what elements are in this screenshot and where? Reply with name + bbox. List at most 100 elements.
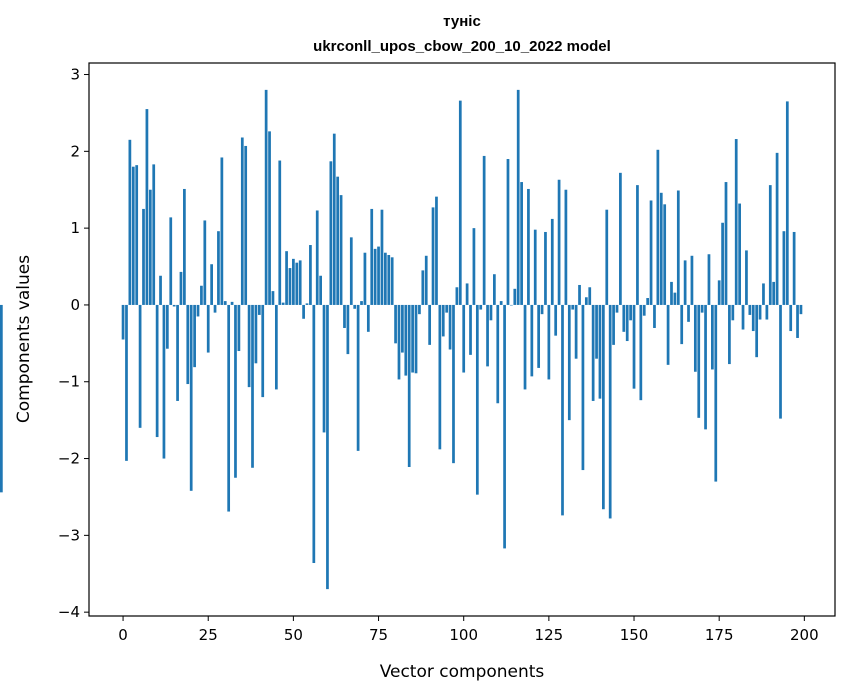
bar-197 xyxy=(792,231,796,305)
bar-103 xyxy=(472,228,476,305)
bar-143 xyxy=(608,304,612,519)
bar-127 xyxy=(554,304,558,336)
bar-81 xyxy=(397,304,401,380)
x-axis-label: Vector components xyxy=(380,662,545,682)
bar-109 xyxy=(493,274,496,305)
bar-46 xyxy=(278,160,282,305)
bar-12 xyxy=(162,304,166,459)
bar-94 xyxy=(441,304,445,337)
chart-subtitle: ukrconll_upos_cbow_200_10_2022 model xyxy=(313,38,611,55)
bar-119 xyxy=(527,188,530,305)
bar-1 xyxy=(125,304,128,461)
bar-140 xyxy=(598,304,602,399)
bar-92 xyxy=(435,196,438,305)
bar-162 xyxy=(673,292,677,305)
bar-190 xyxy=(768,185,772,305)
bar-0 xyxy=(121,304,125,340)
bar-19 xyxy=(186,304,190,385)
y-tick-label: −1 xyxy=(58,373,80,391)
bar-107 xyxy=(486,304,489,367)
x-tick-label: 150 xyxy=(620,626,649,644)
bar-181 xyxy=(738,203,741,305)
bar-101 xyxy=(465,283,469,305)
bar-55 xyxy=(309,245,312,305)
bar-10 xyxy=(155,304,159,438)
bar-93 xyxy=(438,304,442,450)
bar-122 xyxy=(537,304,541,368)
bar-178 xyxy=(728,304,731,365)
bar-132 xyxy=(571,304,575,310)
bar-86 xyxy=(414,304,418,374)
bar-161 xyxy=(670,281,673,305)
bar-106 xyxy=(482,155,486,305)
x-tick-label: 50 xyxy=(284,626,303,644)
bar-61 xyxy=(329,161,333,305)
bar-53 xyxy=(302,304,305,319)
bar-32 xyxy=(230,301,234,305)
bar-163 xyxy=(676,190,680,305)
bar-123 xyxy=(540,304,544,315)
bar-91 xyxy=(431,207,435,305)
bar-198 xyxy=(796,304,799,338)
bar-8 xyxy=(148,189,152,305)
bar-70 xyxy=(360,301,363,305)
bar-126 xyxy=(550,218,554,305)
x-tick-label: 200 xyxy=(790,626,819,644)
bar-88 xyxy=(421,270,425,305)
bar-102 xyxy=(469,304,472,355)
bar-21 xyxy=(193,304,196,368)
bar-150 xyxy=(632,304,636,389)
bar-155 xyxy=(649,200,653,305)
y-tick-label: 1 xyxy=(70,219,80,237)
bar-194 xyxy=(782,231,786,305)
bar-24 xyxy=(203,220,207,305)
x-tick-label: 125 xyxy=(535,626,564,644)
bar-145 xyxy=(615,304,619,313)
bar-151 xyxy=(636,185,639,305)
chart-title: туніс xyxy=(443,13,481,30)
bar-64 xyxy=(339,195,343,305)
bars-group xyxy=(0,89,803,590)
bar-98 xyxy=(455,287,459,305)
bar-38 xyxy=(251,304,254,468)
bar-176 xyxy=(721,222,724,305)
bar-59 xyxy=(322,304,326,433)
bar-182 xyxy=(741,304,745,330)
bar-52 xyxy=(298,260,302,305)
bar-11 xyxy=(159,275,162,305)
bar-146 xyxy=(619,172,622,305)
bar-147 xyxy=(622,304,626,332)
bar-108 xyxy=(489,304,493,321)
bar-76 xyxy=(380,209,384,305)
bar-165 xyxy=(683,260,687,305)
bar-110 xyxy=(496,304,500,404)
y-tick-label: −4 xyxy=(58,603,80,621)
x-tick-label: 75 xyxy=(369,626,388,644)
bar-167 xyxy=(690,255,694,305)
bar-45 xyxy=(274,304,278,390)
bar-111 xyxy=(499,301,503,305)
bar-152 xyxy=(639,304,643,401)
bar-72 xyxy=(366,304,370,332)
bar-9 xyxy=(152,164,156,305)
bar-129 xyxy=(561,304,564,516)
bar-39 xyxy=(254,304,258,364)
bar-183 xyxy=(745,250,748,305)
bar-186 xyxy=(755,304,759,358)
x-tick-label: 175 xyxy=(705,626,734,644)
bar-138 xyxy=(591,304,595,401)
y-axis-label: Components values xyxy=(14,255,34,423)
y-tick-label: −2 xyxy=(58,450,80,468)
bar-62 xyxy=(332,133,336,305)
bar-113 xyxy=(506,159,510,305)
bar-16 xyxy=(176,304,179,401)
bar-171 xyxy=(704,304,707,430)
bar-50 xyxy=(292,258,295,305)
bar-7 xyxy=(145,109,149,305)
bar-114 xyxy=(510,304,513,306)
bar-65 xyxy=(343,304,346,328)
bar-148 xyxy=(625,304,629,342)
bar-160 xyxy=(666,304,670,365)
y-tick-label: −3 xyxy=(58,526,80,544)
